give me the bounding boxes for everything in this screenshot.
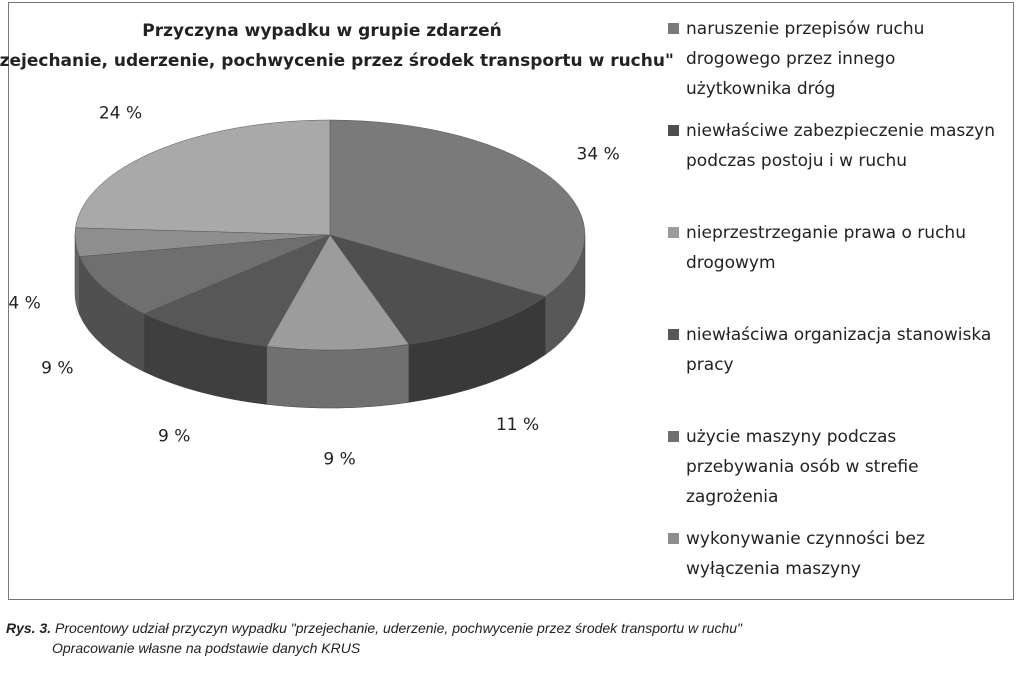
caption-source: Opracowanie własne na podstawie danych K… (52, 640, 361, 656)
chart: Przyczyna wypadku w grupie zdarzeń "prze… (0, 21, 674, 470)
slice (329, 119, 586, 297)
chart-title: Przyczyna wypadku w grupie zdarzeń (142, 21, 501, 41)
data-label: 24 % (99, 103, 142, 123)
data-label: 9 % (41, 359, 73, 379)
slice (266, 234, 410, 351)
legend-item: naruszenie przepisów ruchu drogowego prz… (668, 14, 998, 116)
legend-swatch (668, 533, 679, 544)
legend: naruszenie przepisów ruchu drogowego prz… (668, 14, 998, 626)
data-label: 4 % (8, 293, 40, 313)
chart-frame (8, 2, 1014, 600)
caption-text: Procentowy udział przyczyn wypadku "prze… (55, 620, 742, 636)
data-label: 9 % (158, 427, 190, 447)
chart-subtitle: "przejechanie, uderzenie, pochwycenie pr… (0, 51, 674, 71)
slice-side (266, 344, 410, 409)
slice (79, 234, 331, 314)
legend-swatch (668, 125, 679, 136)
data-label: 34 % (577, 145, 620, 165)
legend-item: użycie maszyny podczas przebywania osób … (668, 422, 998, 524)
caption-line: Rys. 3. Procentowy udział przyczyn wypad… (6, 618, 742, 638)
slice (143, 234, 331, 347)
legend-item: nieprzestrzeganie prawa o ruchu drogowym (668, 218, 998, 320)
caption: Rys. 3. Procentowy udział przyczyn wypad… (6, 618, 742, 658)
data-label: 11 % (496, 415, 539, 435)
data-label: 9 % (323, 450, 355, 470)
legend-item: niewłaściwe zabezpieczenie maszyn podcza… (668, 116, 998, 218)
slice (329, 234, 546, 345)
caption-label: Rys. 3. (6, 620, 52, 636)
legend-label: niewłaściwa organizacja stanowiska pracy (686, 325, 992, 375)
slice (75, 119, 331, 236)
legend-label: naruszenie przepisów ruchu drogowego prz… (686, 19, 925, 99)
legend-swatch (668, 227, 679, 238)
legend-swatch (668, 23, 679, 34)
legend-label: użycie maszyny podczas przebywania osób … (686, 427, 919, 507)
legend-item: wykonywanie czynności bez wyłączenia mas… (668, 524, 998, 626)
legend-label: nieprzestrzeganie prawa o ruchu drogowym (686, 223, 966, 273)
legend-item: niewłaściwa organizacja stanowiska pracy (668, 320, 998, 422)
legend-swatch (668, 431, 679, 442)
legend-label: niewłaściwe zabezpieczenie maszyn podcza… (686, 121, 995, 171)
legend-label: wykonywanie czynności bez wyłączenia mas… (686, 529, 925, 579)
legend-swatch (668, 329, 679, 340)
